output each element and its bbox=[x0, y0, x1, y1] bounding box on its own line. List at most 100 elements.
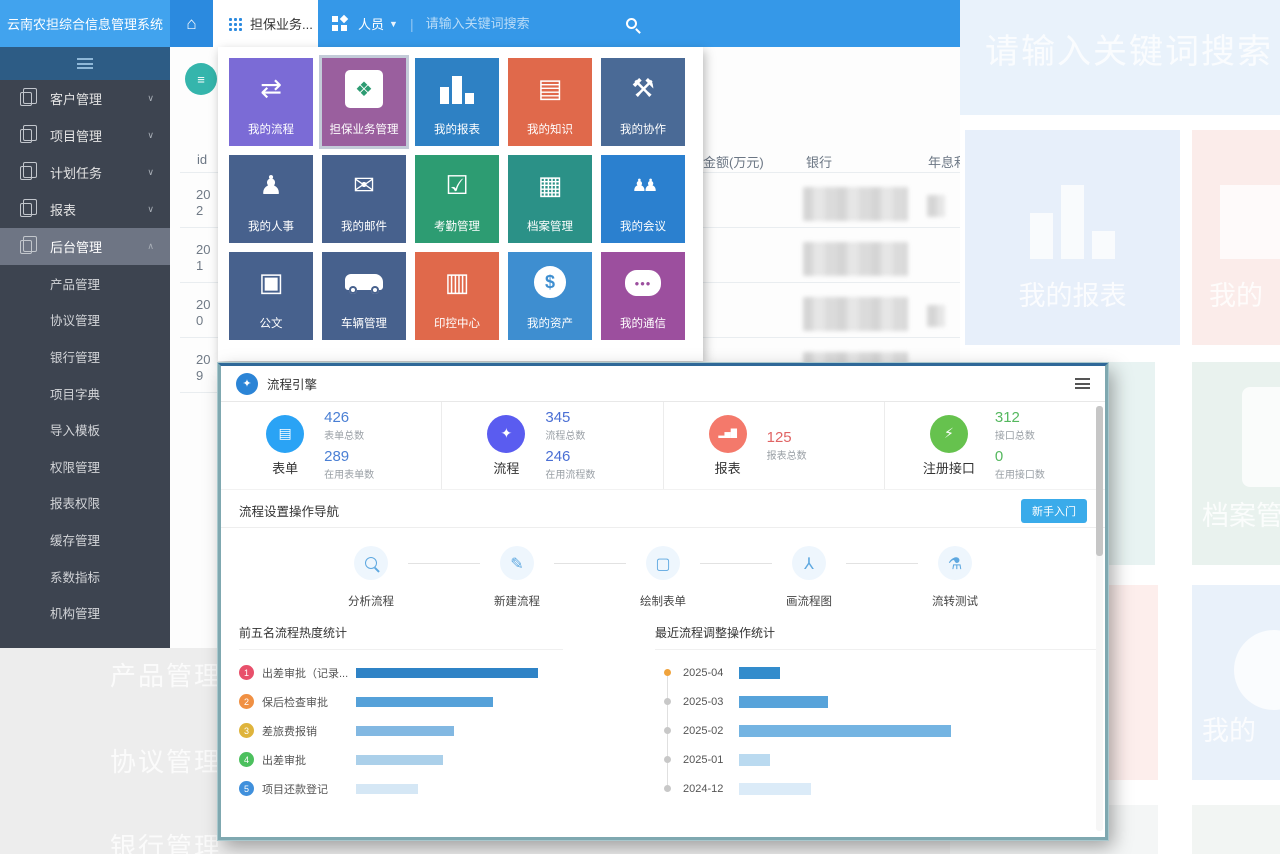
archive-icon: ▦ bbox=[537, 171, 563, 201]
faded-tile-label: 我的 bbox=[1209, 281, 1263, 311]
tile-label: 我的邮件 bbox=[341, 221, 387, 233]
launcher-tile-我的会议[interactable]: ♟♟ 我的会议 bbox=[601, 155, 685, 243]
modal-scrollbar[interactable] bbox=[1096, 406, 1103, 831]
stat-metric: 312 接口总数 bbox=[995, 410, 1067, 442]
sidebar-subitem-导入模板[interactable]: 导入模板 bbox=[50, 424, 101, 439]
launcher-tile-我的通信[interactable]: ••• 我的通信 bbox=[601, 252, 685, 340]
stat-metrics: 125 报表总数 bbox=[767, 430, 839, 462]
menu-list-icon[interactable] bbox=[1075, 378, 1090, 389]
faded-tile: 我的 bbox=[1192, 585, 1280, 780]
chart1-row: 2 保后检查审批 bbox=[239, 687, 563, 716]
step-分析流程[interactable]: 分析流程 bbox=[334, 546, 408, 609]
table-header: id 金额(万元) 银行 年息利率 bbox=[170, 147, 960, 175]
redacted-bank-value bbox=[803, 187, 908, 221]
org-person-icon: ♟ bbox=[259, 171, 283, 201]
step-绘制表单[interactable]: ▢ 绘制表单 bbox=[626, 546, 700, 609]
beginner-guide-button[interactable]: 新手入门 bbox=[1021, 498, 1087, 523]
person-filter-dropdown[interactable]: 人员 ▼ bbox=[358, 14, 398, 33]
sidebar-subitem-权限管理[interactable]: 权限管理 bbox=[50, 460, 101, 475]
tab-guarantee-business[interactable]: 担保业务... bbox=[213, 0, 318, 47]
stat-value: 289 bbox=[324, 448, 350, 465]
sidebar-item-报表[interactable]: 报表 ∨ bbox=[0, 191, 170, 228]
chart2-row: 2024-12 bbox=[655, 774, 1101, 803]
stat-name: 注册接口 bbox=[922, 460, 975, 476]
stat-label: 在用表单数 bbox=[324, 470, 375, 481]
col-bank: 银行 bbox=[806, 155, 833, 170]
stat-metric: 289 在用表单数 bbox=[324, 449, 396, 481]
chart1-bar bbox=[356, 725, 454, 736]
stat-name: 表单 bbox=[272, 460, 299, 476]
launcher-tile-车辆管理[interactable]: 车辆管理 bbox=[322, 252, 406, 340]
chart1-row: 3 差旅费报销 bbox=[239, 716, 563, 745]
sidebar-item-后台管理[interactable]: 后台管理 ∧ bbox=[0, 228, 170, 265]
sidebar-item-客户管理[interactable]: 客户管理 ∨ bbox=[0, 80, 170, 117]
home-button[interactable]: ⌂ bbox=[170, 0, 213, 47]
tile-label: 档案管理 bbox=[527, 221, 573, 233]
tile-label: 考勤管理 bbox=[434, 221, 480, 233]
search-input[interactable] bbox=[425, 16, 586, 31]
col-rate: 年息利率 bbox=[928, 155, 960, 170]
stat-表单: ▤ 表单 426 表单总数 289 在用表单数 bbox=[221, 402, 443, 489]
app-grid-icon bbox=[227, 16, 242, 31]
step-label: 绘制表单 bbox=[640, 596, 686, 608]
launcher-tile-我的人事[interactable]: ♟ 我的人事 bbox=[229, 155, 313, 243]
stat-流程: ✦ 流程 345 流程总数 246 在用流程数 bbox=[442, 402, 664, 489]
launcher-tile-担保业务管理[interactable]: ❖ 担保业务管理 bbox=[322, 58, 406, 146]
rank-badge: 4 bbox=[239, 752, 254, 767]
app-switcher-icon[interactable] bbox=[332, 14, 349, 32]
launcher-tile-我的邮件[interactable]: ✉ 我的邮件 bbox=[322, 155, 406, 243]
sidebar-submenu: 产品管理协议管理银行管理项目字典导入模板权限管理报表权限缓存管理系数指标机构管理 bbox=[0, 265, 170, 631]
stat-label: 在用流程数 bbox=[545, 470, 596, 481]
launcher-tile-我的报表[interactable]: 我的报表 bbox=[415, 58, 499, 146]
stat-metric: 246 在用流程数 bbox=[545, 449, 617, 481]
chevron-down-icon: ∨ bbox=[147, 204, 154, 214]
sidebar-subitem-银行管理[interactable]: 银行管理 bbox=[50, 350, 101, 365]
launcher-tile-考勤管理[interactable]: ☑ 考勤管理 bbox=[415, 155, 499, 243]
sidebar-subitem-报表权限[interactable]: 报表权限 bbox=[50, 497, 101, 512]
timeline-dot bbox=[664, 727, 671, 734]
step-label: 画流程图 bbox=[786, 596, 832, 608]
sidebar: 客户管理 ∨ 项目管理 ∨ 计划任务 ∨ 报表 ∨ 后台管理 ∧ 产品管理协议管理银行管理项目字典… bbox=[0, 47, 170, 648]
launcher-tile-我的协作[interactable]: ⚒ 我的协作 bbox=[601, 58, 685, 146]
tile-label: 我的报表 bbox=[434, 124, 480, 136]
launcher-tile-公文[interactable]: ▣ 公文 bbox=[229, 252, 313, 340]
sidebar-subitem-项目字典[interactable]: 项目字典 bbox=[50, 387, 101, 402]
launcher-tile-我的知识[interactable]: ▤ 我的知识 bbox=[508, 58, 592, 146]
nav-title: 流程设置操作导航 bbox=[239, 505, 340, 519]
search-icon[interactable] bbox=[625, 18, 637, 29]
open-book-icon: ▤ bbox=[537, 74, 563, 104]
sidebar-subitem-机构管理[interactable]: 机构管理 bbox=[50, 607, 101, 622]
chart2-title: 最近流程调整操作统计 bbox=[655, 624, 1101, 650]
launcher-tile-我的流程[interactable]: ⇄ 我的流程 bbox=[229, 58, 313, 146]
sidebar-subitem-协议管理[interactable]: 协议管理 bbox=[50, 314, 101, 329]
calendar-check-icon: ☑ bbox=[445, 171, 469, 201]
step-流转测试[interactable]: ⚗ 流转测试 bbox=[918, 546, 992, 609]
sidebar-subitem-产品管理[interactable]: 产品管理 bbox=[50, 277, 101, 292]
sidebar-subitem-缓存管理[interactable]: 缓存管理 bbox=[50, 533, 101, 548]
stat-label: 接口总数 bbox=[994, 431, 1035, 442]
tile-label: 我的协作 bbox=[620, 124, 666, 136]
sidebar-item-计划任务[interactable]: 计划任务 ∨ bbox=[0, 154, 170, 191]
step-画流程图[interactable]: ⅄ 画流程图 bbox=[772, 546, 846, 609]
home-icon: ⌂ bbox=[186, 13, 197, 33]
page-list-icon: ≡ bbox=[185, 63, 217, 95]
launcher-tile-我的资产[interactable]: $ 我的资产 bbox=[508, 252, 592, 340]
sidebar-subitem-系数指标[interactable]: 系数指标 bbox=[50, 570, 101, 585]
scrollbar-thumb[interactable] bbox=[1096, 406, 1103, 556]
chart1-row: 4 出差审批 bbox=[239, 745, 563, 774]
chart2-category: 2025-04 bbox=[683, 666, 724, 679]
stat-value: 312 bbox=[994, 409, 1020, 426]
chart2-row: 2025-04 bbox=[655, 658, 1101, 687]
tile-label: 我的通信 bbox=[620, 318, 666, 330]
launcher-tile-档案管理[interactable]: ▦ 档案管理 bbox=[508, 155, 592, 243]
launcher-tile-印控中心[interactable]: ▥ 印控中心 bbox=[415, 252, 499, 340]
sidebar-collapse-bar[interactable] bbox=[0, 47, 170, 80]
plug-icon: ⚡ bbox=[929, 414, 968, 453]
sidebar-item-项目管理[interactable]: 项目管理 ∨ bbox=[0, 117, 170, 154]
chart2-row: 2025-03 bbox=[655, 687, 1101, 716]
stat-value: 345 bbox=[545, 409, 571, 426]
faded-bottom-text: 产品管理 bbox=[110, 661, 223, 691]
step-label: 分析流程 bbox=[348, 596, 394, 608]
step-新建流程[interactable]: ✎ 新建流程 bbox=[480, 546, 554, 609]
document-icon bbox=[20, 124, 37, 143]
